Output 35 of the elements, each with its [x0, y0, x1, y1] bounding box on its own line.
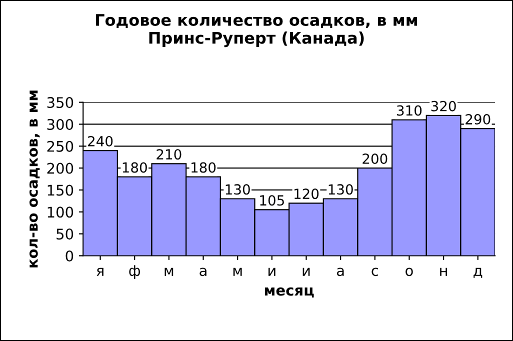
y-tick-label: 200 — [47, 162, 74, 174]
x-tick-label: ф — [129, 265, 140, 279]
data-label: 290 — [466, 114, 490, 125]
x-tick-label: а — [336, 268, 344, 276]
y-tick-label: 50 — [56, 228, 74, 240]
data-label: 210 — [156, 149, 182, 160]
y-tick-label: 350 — [47, 97, 74, 108]
data-label: 130 — [226, 184, 250, 195]
x-tick-label: я — [96, 268, 104, 276]
data-label: 180 — [122, 162, 147, 173]
data-label: 130 — [328, 184, 353, 195]
x-tick-label: д — [474, 268, 482, 278]
data-label: 200 — [362, 153, 388, 164]
data-label: 180 — [192, 162, 216, 173]
x-tick-label: а — [200, 268, 206, 276]
x-axis-title: месяц — [264, 287, 314, 298]
data-label: 310 — [397, 105, 422, 116]
x-tick-label: и — [268, 268, 276, 276]
x-tick-label: с — [372, 268, 378, 276]
x-tick-label: о — [406, 268, 413, 276]
data-label: 105 — [260, 195, 284, 206]
data-label: 120 — [294, 188, 319, 200]
data-label: 320 — [431, 100, 456, 112]
y-tick-label: 150 — [48, 184, 74, 196]
x-tick-label: м — [233, 268, 242, 276]
y-tick-label: 300 — [47, 118, 74, 130]
chart-title: Годовое количество осадков, в мм Принс-Руперт (Канада) — [96, 14, 418, 48]
y-axis-title: кол-во осадков, в мм — [29, 90, 40, 268]
y-tick-label: 250 — [47, 140, 74, 152]
x-tick-label: м — [164, 268, 174, 276]
x-tick-label: и — [302, 268, 310, 276]
y-tick-label: 100 — [48, 206, 74, 218]
y-tick-label: 0 — [66, 250, 74, 262]
data-label: 240 — [88, 136, 113, 146]
x-tick-label: н — [440, 268, 447, 276]
